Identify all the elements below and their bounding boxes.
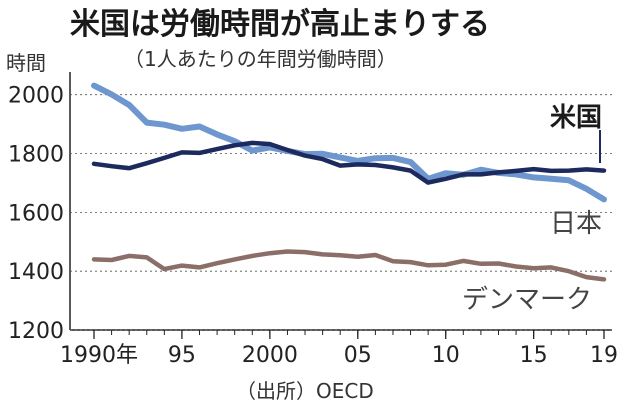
series-label-japan: 日本 (550, 209, 602, 239)
y-tick-label: 1200 (8, 319, 64, 344)
chart-subtitle: （1人あたりの年間労働時間） (124, 47, 397, 71)
x-tick-label: 95 (168, 343, 196, 368)
chart-title: 米国は労働時間が高止まりする (70, 7, 490, 42)
y-tick-label: 2000 (8, 84, 64, 109)
y-tick-label: 1800 (8, 143, 64, 168)
x-axis: 1990年 95 2000 05 10 15 19 (60, 330, 618, 368)
x-tick-label: 2000 (242, 343, 298, 368)
series-label-denmark: デンマーク (462, 285, 592, 315)
source-note: （出所）OECD (236, 379, 374, 403)
x-tick-label: 1990年 (60, 343, 138, 368)
series-line-1 (91, 140, 607, 185)
series-line-0 (91, 82, 607, 203)
y-axis-label: 時間 (6, 51, 46, 75)
series-lines (91, 82, 607, 282)
y-axis: 1200 1400 1600 1800 2000 (8, 84, 64, 344)
y-tick-label: 1400 (8, 260, 64, 285)
y-tick-label: 1600 (8, 201, 64, 226)
series-label-us: 米国 (550, 103, 602, 133)
x-tick-label: 05 (344, 343, 372, 368)
x-tick-label: 10 (432, 343, 460, 368)
x-tick-label: 19 (590, 343, 618, 368)
series-line-2 (91, 249, 607, 282)
plot-area (69, 72, 612, 331)
x-tick-label: 15 (520, 343, 548, 368)
